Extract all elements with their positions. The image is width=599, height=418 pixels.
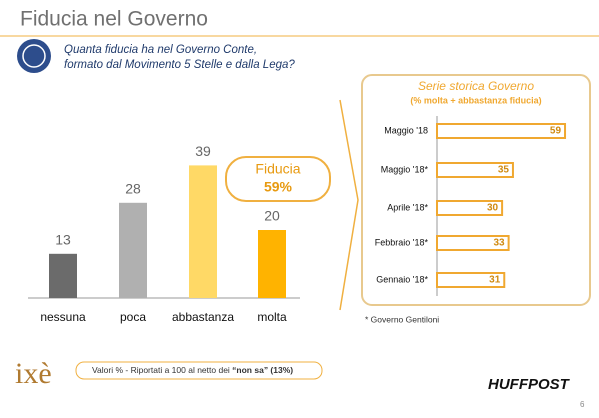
value-label: 33 (493, 238, 505, 249)
category-label: nessuna (40, 310, 86, 324)
value-label: 30 (487, 203, 499, 214)
note-text: Valori % - Riportati a 100 al netto dei (92, 365, 232, 375)
emblem (17, 39, 51, 73)
value-label: 31 (489, 275, 501, 286)
series-title: Serie storica Governo (418, 79, 534, 93)
bar (436, 162, 514, 178)
emblem-ring (22, 44, 46, 68)
page-number: 6 (580, 400, 585, 409)
value-label: 20 (264, 208, 280, 224)
bar (119, 202, 147, 298)
category-label: Maggio '18* (381, 164, 429, 174)
bar (436, 123, 567, 139)
value-label: 59 (550, 126, 562, 137)
question-line: Quanta fiducia ha nel Governo Conte, (64, 44, 257, 56)
title: Fiducia nel Governo (20, 8, 208, 31)
callout-value: 59% (264, 179, 293, 195)
category-label: abbastanza (172, 310, 234, 324)
chevron (339, 99, 359, 311)
series-subtitle: (% molta + abbastanza fiducia) (410, 95, 541, 105)
note-box (75, 361, 323, 380)
note: Valori % - Riportati a 100 al netto dei … (92, 365, 293, 375)
value-label: 13 (55, 232, 71, 248)
callout-box (225, 156, 331, 202)
value-label: 35 (498, 165, 510, 176)
category-label: Gennaio '18* (376, 274, 428, 284)
category-label: Febbraio '18* (375, 237, 429, 247)
bar (436, 272, 506, 288)
bar (258, 230, 286, 298)
bar (436, 235, 510, 251)
note-bold: “non sa” (13%) (232, 365, 293, 375)
value-label: 28 (125, 181, 141, 197)
category-label: molta (257, 310, 287, 324)
value-label: 39 (195, 143, 211, 159)
bar (49, 253, 77, 298)
logo: ixè (15, 357, 52, 390)
footnote: * Governo Gentiloni (365, 314, 439, 324)
callout-title: Fiducia (255, 161, 300, 177)
brand: HUFFPOST (488, 376, 571, 393)
series-panel (361, 74, 591, 306)
category-label: Maggio '18 (384, 125, 428, 135)
bar (189, 165, 217, 298)
category-label: poca (120, 310, 146, 324)
bar (436, 200, 504, 216)
question-line: formato dal Movimento 5 Stelle e dalla L… (64, 59, 295, 71)
category-label: Aprile '18* (387, 202, 428, 212)
